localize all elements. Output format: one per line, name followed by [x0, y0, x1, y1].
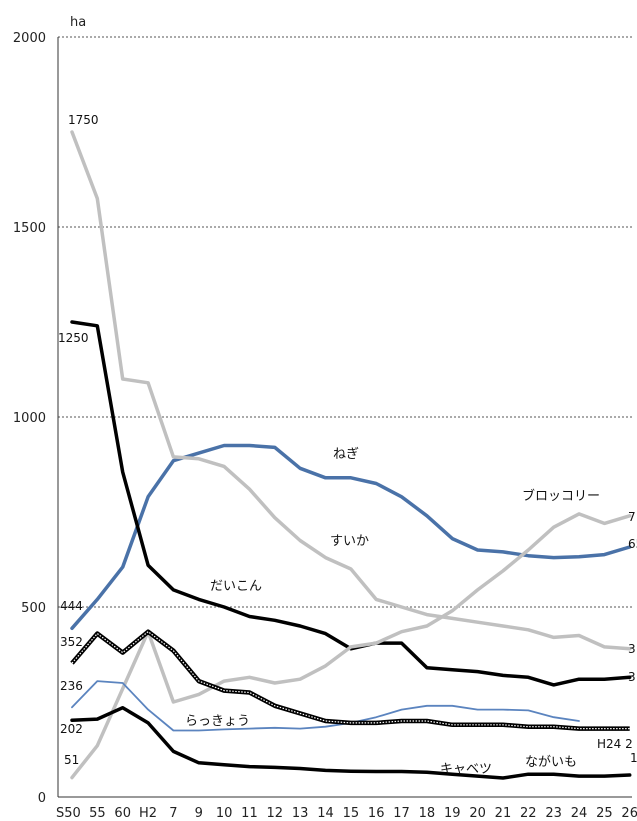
- series-name-label: ブロッコリー: [522, 488, 600, 504]
- data-value-label: 7: [628, 510, 636, 524]
- series-name-label: キャベツ: [440, 762, 492, 777]
- series-line: [70, 130, 632, 651]
- x-tick-label: 14: [317, 806, 334, 821]
- data-value-label: H24 2: [597, 737, 633, 751]
- data-value-label: 1250: [58, 331, 89, 345]
- y-tick-label: 1500: [13, 221, 46, 236]
- x-tick-label: H2: [139, 806, 157, 821]
- series-line: [70, 705, 632, 780]
- series-line: [70, 512, 632, 780]
- x-tick-label: S50: [56, 806, 81, 821]
- x-tick-label: 19: [444, 806, 461, 821]
- series-name-label: ながいも: [525, 755, 577, 770]
- x-tick-label: 26: [621, 806, 637, 821]
- x-tick-label: 60: [114, 806, 131, 821]
- x-tick-label: 22: [520, 806, 537, 821]
- data-value-label: 1: [630, 751, 637, 765]
- x-tick-label: 24: [571, 806, 588, 821]
- x-tick-label: 16: [368, 806, 385, 821]
- series-line: [71, 680, 580, 732]
- data-value-label: 1750: [68, 113, 99, 127]
- y-tick-label: 1000: [13, 411, 46, 426]
- x-tick-label: 13: [292, 806, 309, 821]
- data-value-label: 51: [64, 753, 79, 767]
- data-value-label: 3: [628, 670, 636, 684]
- y-tick-label: 0: [38, 791, 46, 806]
- x-tick-label: 11: [241, 806, 258, 821]
- x-tick-label: 23: [545, 806, 562, 821]
- x-tick-label: 12: [267, 806, 284, 821]
- data-value-label: 444: [60, 599, 83, 613]
- x-tick-label: 20: [469, 806, 486, 821]
- y-axis-unit-label: ha: [70, 15, 86, 30]
- x-tick-label: 17: [393, 806, 410, 821]
- x-tick-label: 21: [495, 806, 512, 821]
- series-line-pattern: [71, 631, 630, 730]
- x-tick-label: 9: [195, 806, 203, 821]
- data-value-label: 3: [628, 642, 636, 656]
- series-name-label: だいこん: [210, 579, 262, 594]
- series-name-label: すいか: [330, 534, 369, 549]
- x-tick-label: 15: [343, 806, 360, 821]
- data-value-label: 65: [628, 537, 637, 551]
- data-value-label: 236: [60, 679, 83, 693]
- x-tick-label: 10: [216, 806, 233, 821]
- x-tick-label: 25: [596, 806, 613, 821]
- series-name-label: ねぎ: [333, 447, 359, 462]
- data-value-label: 352: [60, 635, 83, 649]
- x-tick-label: 18: [419, 806, 436, 821]
- x-tick-label: 7: [169, 806, 177, 821]
- x-tick-label: 55: [89, 806, 106, 821]
- y-tick-label: 2000: [13, 31, 46, 46]
- y-tick-label: 500: [21, 601, 46, 616]
- series-name-label: らっきょう: [185, 714, 250, 729]
- data-value-label: 202: [60, 722, 83, 736]
- series-line: [70, 443, 632, 631]
